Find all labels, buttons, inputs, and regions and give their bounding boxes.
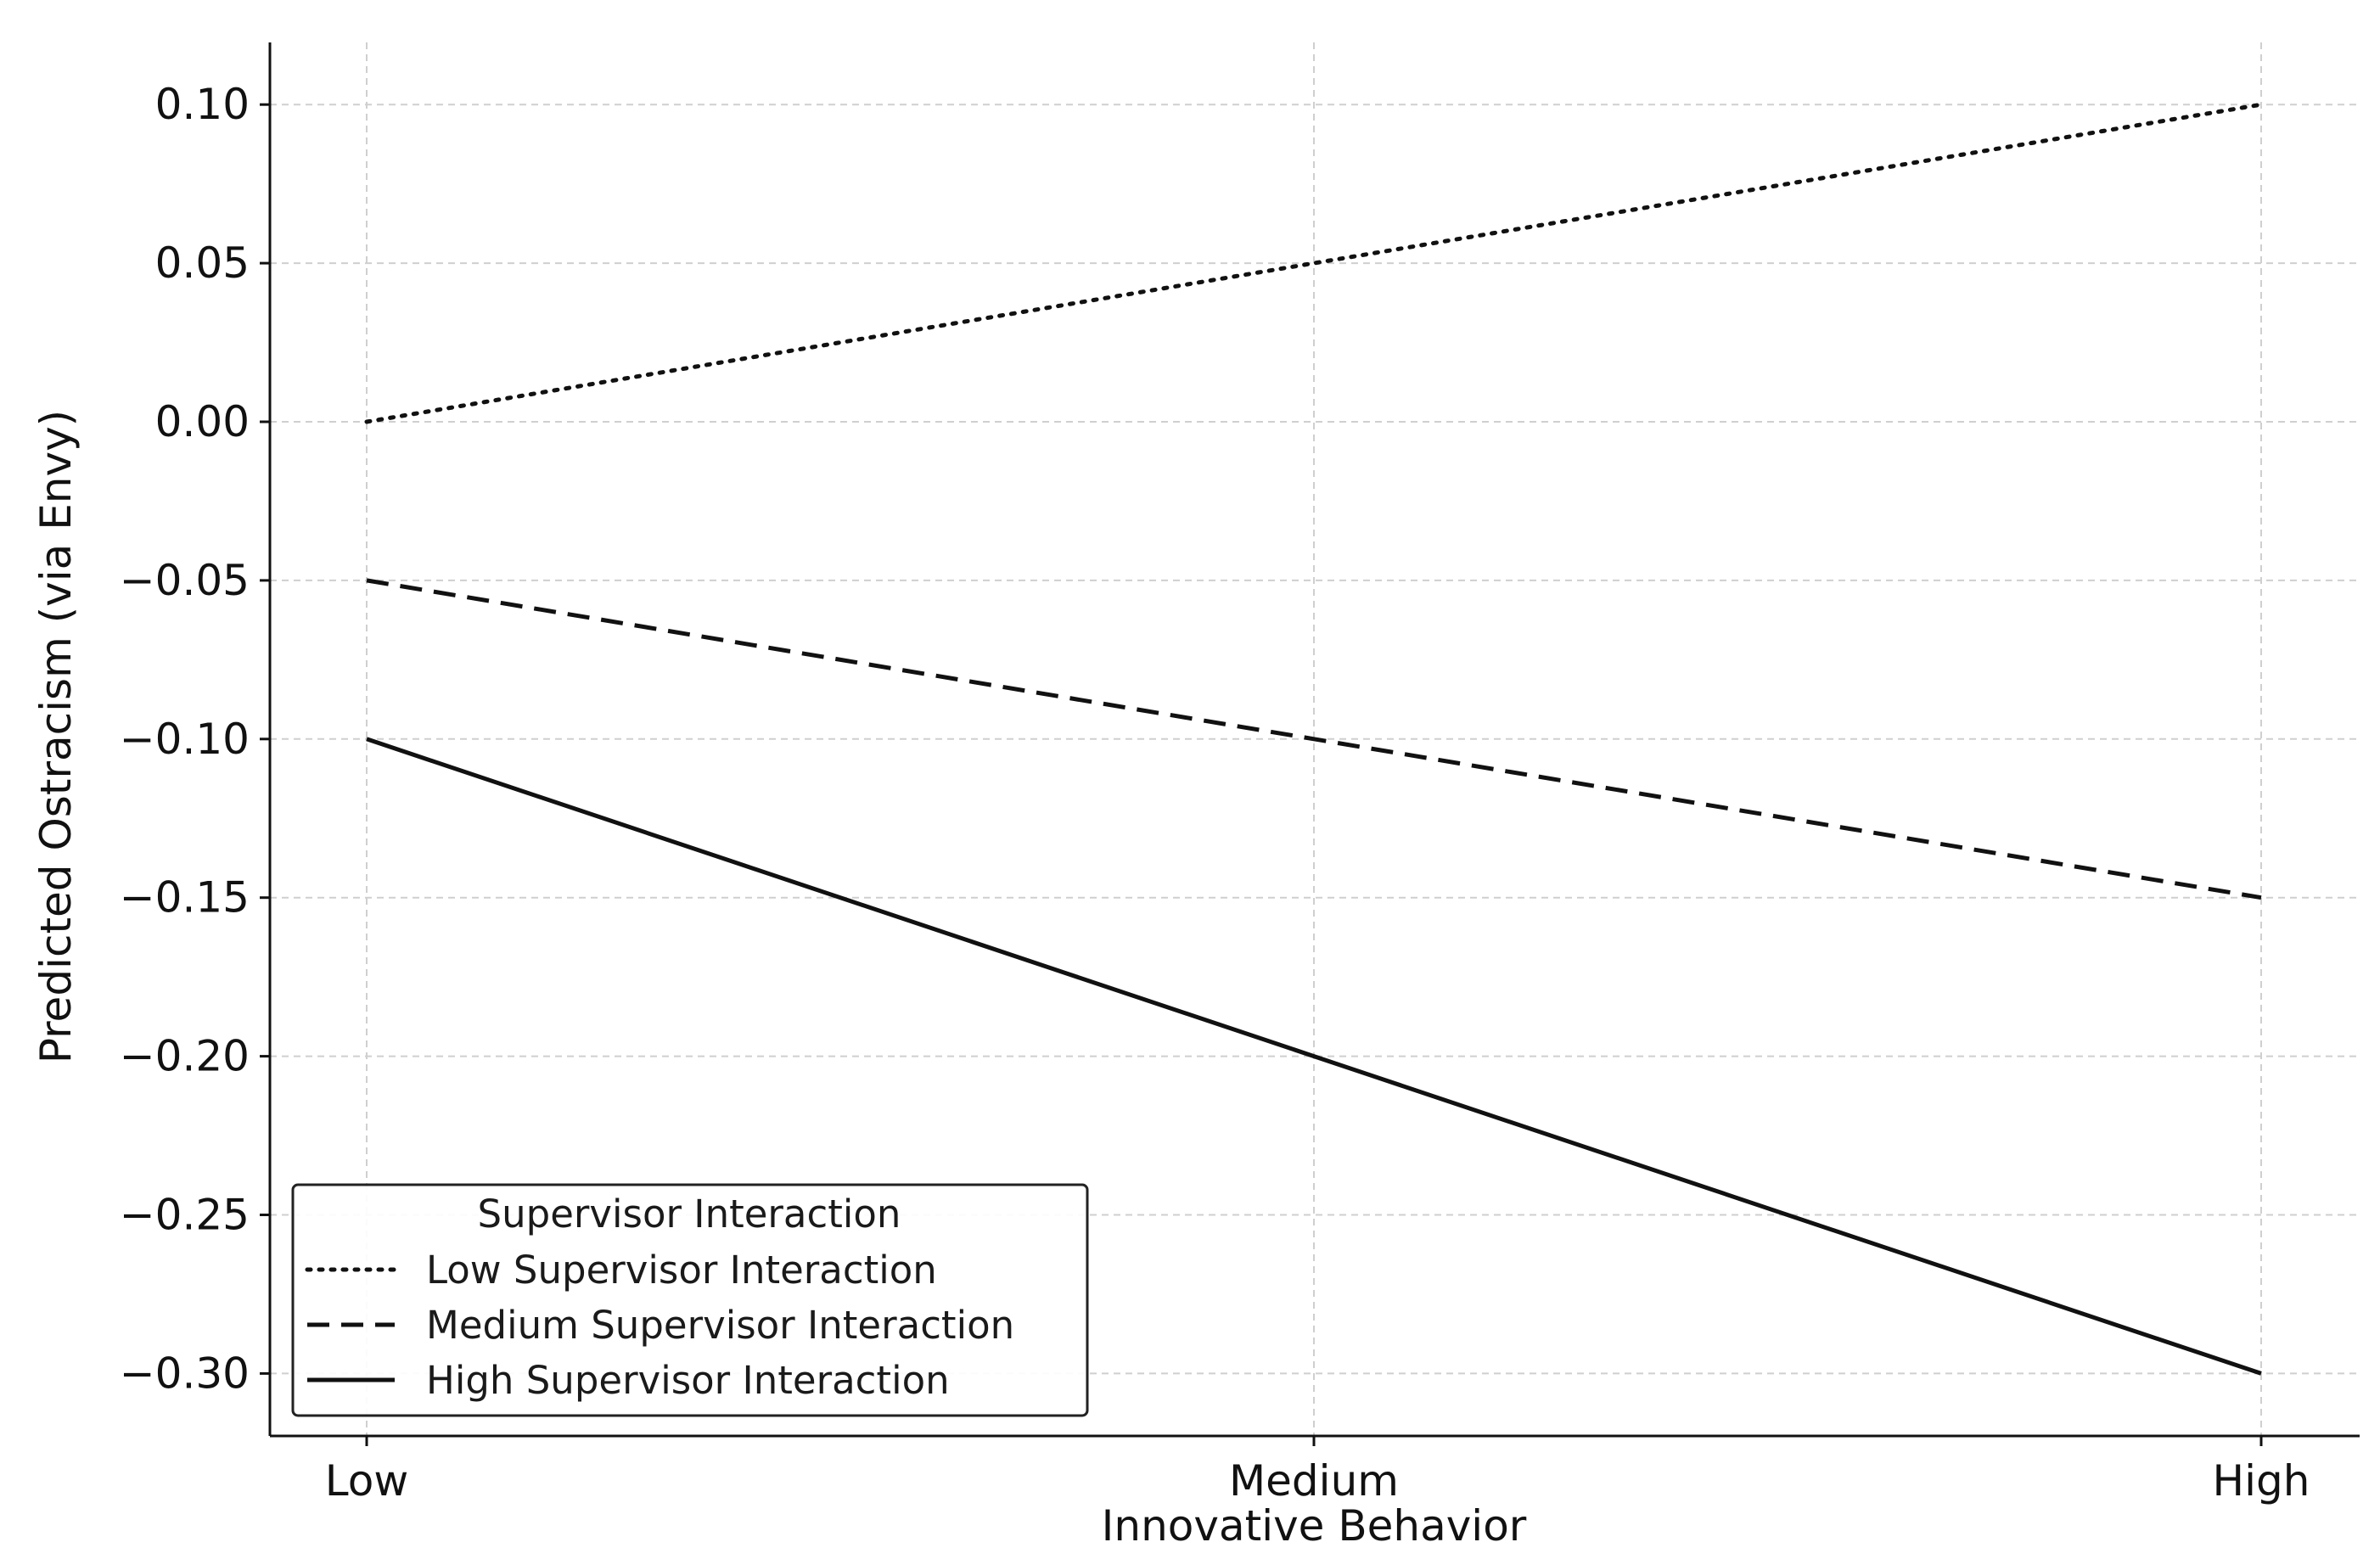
legend-label: Medium Supervisor Interaction	[426, 1303, 1014, 1348]
legend-box	[291, 1183, 1089, 1417]
y-tick-label: −0.05	[120, 556, 250, 605]
x-tick-label: High	[2213, 1456, 2310, 1506]
legend: Supervisor Interaction Low Supervisor In…	[291, 1183, 1089, 1417]
legend-title: Supervisor Interaction	[478, 1192, 901, 1237]
y-tick-label: −0.20	[120, 1032, 250, 1081]
x-tick-label: Medium	[1229, 1456, 1399, 1506]
y-axis-title: Predicted Ostracism (via Envy)	[31, 410, 81, 1063]
x-tick-label: Low	[325, 1456, 408, 1506]
tick-labels: 0.10 0.05 0.00 −0.05 −0.10 −0.15 −0.20 −0.25 −0.…	[120, 80, 2310, 1506]
y-tick-label: −0.15	[120, 873, 250, 923]
series-line-high-supervisor-interaction	[366, 737, 2262, 1376]
series-line-medium-supervisor-interaction	[366, 578, 2262, 900]
legend-label: Low Supervisor Interaction	[426, 1248, 937, 1293]
series-lines	[364, 102, 2264, 1376]
series-line-low-supervisor-interaction	[364, 102, 2264, 424]
y-tick-label: −0.25	[120, 1191, 250, 1240]
y-tick-label: −0.30	[120, 1349, 250, 1398]
y-tick-label: −0.10	[120, 715, 250, 764]
legend-label: High Supervisor Interaction	[426, 1358, 950, 1403]
x-axis-title: Innovative Behavior	[1102, 1501, 1527, 1551]
y-tick-label: 0.10	[155, 80, 250, 129]
y-tick-label: 0.05	[155, 238, 250, 288]
axes	[260, 42, 2360, 1446]
y-tick-label: 0.00	[155, 397, 250, 446]
